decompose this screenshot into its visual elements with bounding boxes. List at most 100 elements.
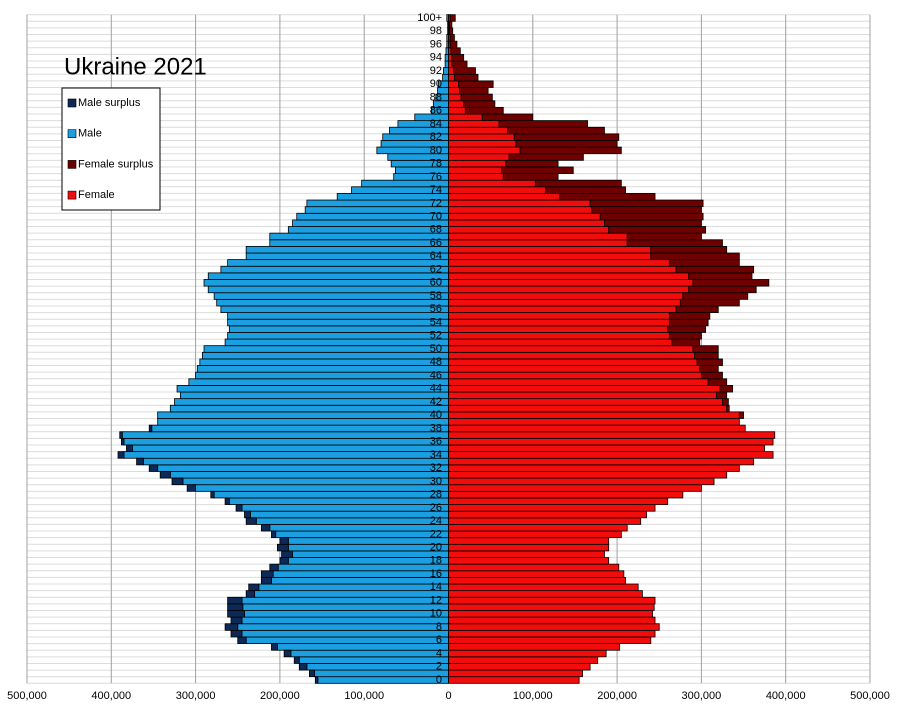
bar: [276, 643, 449, 651]
bar: [448, 73, 455, 82]
y-tick-label: 10: [430, 608, 442, 620]
legend: Male surplus Male Female surplus Female: [61, 87, 161, 211]
y-tick-label: 54: [430, 316, 442, 328]
y-tick-label: 92: [430, 65, 442, 77]
y-tick-label: 50: [430, 343, 442, 355]
bar: [298, 656, 449, 664]
bar: [738, 411, 744, 419]
bar: [448, 186, 546, 194]
bar: [668, 312, 711, 320]
bar: [589, 199, 704, 208]
bar: [249, 510, 449, 519]
bar: [448, 563, 620, 572]
bar: [210, 490, 215, 499]
bar: [245, 245, 449, 254]
bar: [444, 54, 449, 62]
legend-swatch: [67, 160, 77, 169]
bar: [117, 451, 125, 459]
bar: [157, 411, 449, 419]
bar: [448, 656, 599, 664]
bar: [448, 663, 591, 671]
bar: [448, 54, 453, 62]
bar: [448, 583, 639, 592]
bar: [448, 557, 610, 565]
bar: [675, 305, 719, 313]
x-tick-label: 500,000: [7, 690, 47, 702]
bar: [448, 464, 740, 472]
y-tick-label: 78: [430, 158, 442, 170]
bar: [448, 484, 702, 492]
bar: [296, 212, 449, 221]
bar: [241, 596, 449, 605]
bar: [292, 219, 449, 227]
bar: [248, 583, 260, 592]
bar: [271, 576, 449, 585]
bar: [227, 596, 243, 605]
bar: [317, 676, 449, 684]
bar: [227, 603, 244, 611]
bar: [448, 550, 605, 558]
bar: [157, 464, 449, 472]
bar: [136, 457, 144, 466]
bar: [448, 67, 454, 75]
bar: [722, 398, 729, 406]
bar: [448, 60, 453, 69]
bar: [281, 550, 293, 558]
bar: [448, 543, 610, 552]
bar: [448, 245, 652, 254]
bar: [481, 113, 534, 122]
bar: [448, 431, 776, 439]
bar: [195, 484, 449, 492]
bar: [448, 537, 610, 545]
bar: [237, 623, 449, 631]
y-tick-label: 26: [430, 502, 442, 514]
bar: [444, 60, 449, 69]
bar: [306, 663, 449, 671]
bar: [269, 239, 449, 247]
bar: [726, 404, 730, 413]
bar: [701, 371, 723, 380]
bar: [626, 239, 723, 247]
bar: [604, 219, 702, 227]
bar: [254, 590, 449, 598]
bar: [448, 126, 508, 135]
bar: [245, 590, 256, 598]
bar: [314, 676, 319, 684]
bar: [448, 87, 460, 95]
bar: [269, 232, 449, 241]
legend-label: Male: [78, 128, 102, 140]
y-tick-label: 100+: [417, 12, 442, 24]
y-tick-label: 12: [430, 594, 442, 606]
bar: [448, 623, 660, 631]
y-tick-label: 30: [430, 475, 442, 487]
y-tick-label: 46: [430, 369, 442, 381]
bar: [696, 358, 723, 366]
bar: [464, 106, 504, 115]
bar: [448, 629, 656, 638]
bar: [668, 332, 702, 340]
bar: [287, 226, 449, 234]
bar: [448, 193, 561, 201]
bar: [448, 404, 728, 413]
y-tick-label: 90: [430, 78, 442, 90]
y-tick-label: 44: [430, 383, 442, 395]
legend-label: Female: [78, 189, 115, 201]
bar: [448, 451, 774, 459]
bar: [448, 457, 755, 466]
bar: [688, 272, 753, 280]
y-tick-label: 38: [430, 422, 442, 434]
bar: [314, 669, 449, 678]
bar: [448, 199, 591, 208]
bar: [682, 292, 749, 300]
bar: [719, 385, 733, 393]
y-tick-label: 52: [430, 330, 442, 342]
bar: [258, 583, 449, 592]
y-tick-label: 14: [430, 581, 442, 593]
legend-label: Female surplus: [78, 158, 154, 170]
bar: [671, 338, 701, 347]
y-tick-label: 18: [430, 555, 442, 567]
bar: [448, 424, 746, 433]
bar: [306, 199, 449, 208]
bar: [688, 285, 757, 294]
y-tick-label: 4: [436, 647, 442, 659]
